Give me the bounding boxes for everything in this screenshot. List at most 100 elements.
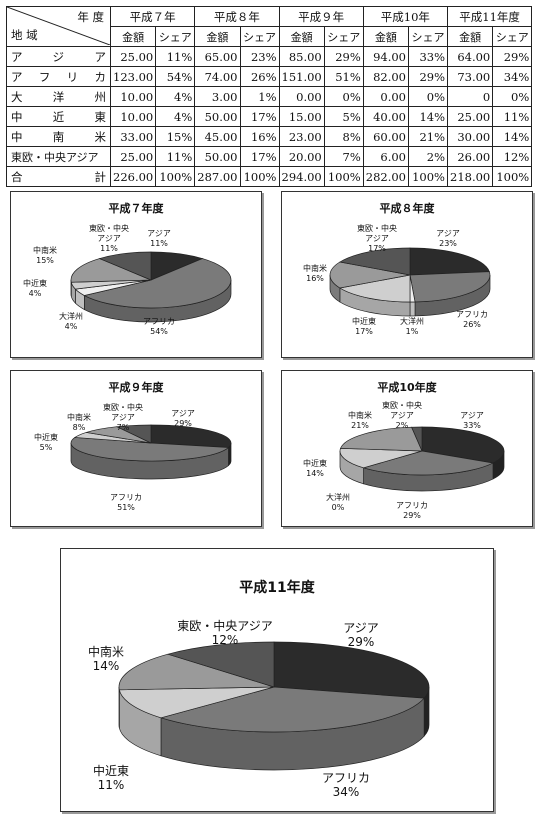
amount-cell: 23.00 bbox=[278, 126, 325, 147]
share-cell: 29% bbox=[408, 66, 448, 87]
amount-cell: 73.00 bbox=[446, 66, 494, 87]
amount-cell: 40.00 bbox=[362, 106, 410, 127]
col-share-header: シェア bbox=[155, 26, 196, 47]
share-cell: 54% bbox=[155, 66, 196, 87]
pie-slice-東欧・中央アジア bbox=[338, 247, 411, 276]
share-cell: 1% bbox=[239, 86, 280, 107]
amount-cell: 25.00 bbox=[446, 106, 494, 127]
header-diagonal bbox=[7, 7, 110, 45]
share-cell: 4% bbox=[155, 106, 196, 127]
table-header-row: 年 度 地 域 平成７年 平成８年 平成９年 平成10年 平成11年度 bbox=[6, 6, 533, 47]
share-cell: 11% bbox=[492, 106, 533, 127]
period-header: 平成11年度 bbox=[446, 6, 533, 27]
share-cell: 0% bbox=[492, 86, 533, 107]
period-header: 平成10年 bbox=[362, 6, 449, 27]
region-cell: 合 計 bbox=[6, 166, 111, 187]
slice-label: 中近東 17% bbox=[352, 317, 376, 336]
slice-label: 東欧・中央 アジア 7% bbox=[103, 403, 143, 432]
chart-title: 平成９年度 bbox=[108, 381, 164, 394]
slice-label: アジア 33% bbox=[460, 411, 484, 430]
share-cell: 23% bbox=[239, 46, 280, 67]
share-cell: 51% bbox=[323, 66, 364, 87]
amount-cell: 0.00 bbox=[362, 86, 410, 107]
chart-title: 平成10年度 bbox=[377, 381, 437, 394]
share-cell: 34% bbox=[492, 66, 533, 87]
pie-slice-アフリカ bbox=[362, 450, 495, 476]
amount-cell: 123.00 bbox=[109, 66, 157, 87]
share-cell: 100% bbox=[155, 166, 196, 187]
share-cell: 14% bbox=[492, 126, 533, 147]
chart-title: 平成11年度 bbox=[239, 580, 315, 596]
pie-slice-東欧・中央アジア bbox=[166, 641, 275, 688]
region-cell: 東欧・中央アジア bbox=[6, 146, 111, 167]
share-cell: 11% bbox=[155, 146, 196, 167]
share-cell: 7% bbox=[323, 146, 364, 167]
pie-svg bbox=[118, 641, 430, 771]
share-cell: 15% bbox=[155, 126, 196, 147]
table-row: 東欧・中央アジア 25.00 11% 50.00 17% 20.00 7% 6.00 2% 26.… bbox=[6, 146, 533, 167]
slice-label: 中近東 14% bbox=[303, 459, 327, 478]
pie-side bbox=[70, 279, 232, 323]
share-cell: 0% bbox=[408, 86, 448, 107]
pie-slice-東欧・中央アジア bbox=[98, 251, 152, 281]
amount-cell: 82.00 bbox=[362, 66, 410, 87]
col-amount-header: 金額 bbox=[194, 26, 241, 47]
col-share-header: シェア bbox=[492, 26, 533, 47]
pie-slice-アフリカ bbox=[409, 271, 491, 303]
table-row: 合 計 226.00 100% 287.00 100% 294.00 100% 282.00 1… bbox=[6, 166, 533, 187]
share-cell: 26% bbox=[239, 66, 280, 87]
pie-svg bbox=[339, 426, 505, 492]
period-header: 平成９年 bbox=[278, 6, 364, 27]
pie-slice-アフリカ bbox=[70, 437, 230, 462]
table-body: アジア 25.00 11% 65.00 23% 85.00 29% 94.00 33% 64.00… bbox=[6, 46, 533, 187]
slice-label: アフリカ 26% bbox=[456, 310, 488, 329]
amount-cell: 0 bbox=[446, 86, 494, 107]
slice-label: アジア 11% bbox=[147, 229, 171, 248]
amount-cell: 33.00 bbox=[109, 126, 157, 147]
table-row: 中南米 33.00 15% 45.00 16% 23.00 8% 60.00 21% 30.00 1… bbox=[6, 126, 533, 147]
amount-cell: 26.00 bbox=[446, 146, 494, 167]
pie-slice-アフリカ bbox=[83, 258, 232, 309]
pie-chart-h9: 平成９年度 アジア 29% アフリカ 51% 中近東 5% 中南米 8% 東欧・中央 アジ… bbox=[10, 370, 262, 527]
share-cell: 2% bbox=[408, 146, 448, 167]
share-cell: 29% bbox=[492, 46, 533, 67]
pie-chart-h11: 平成11年度 アジア 29% アフリカ 34% 中近東 11% 中南米 14% 東欧・中央… bbox=[60, 548, 494, 812]
pie-slice-アジア bbox=[150, 424, 232, 448]
region-cell: アジア bbox=[6, 46, 111, 67]
chart-title: 平成７年度 bbox=[108, 202, 164, 215]
share-cell: 14% bbox=[408, 106, 448, 127]
header-corner-cell: 年 度 地 域 bbox=[6, 6, 111, 47]
region-cell: 中近東 bbox=[6, 106, 111, 127]
pie-slice-東欧・中央アジア bbox=[115, 424, 152, 444]
slice-label: アジア 29% bbox=[343, 621, 379, 649]
pie-chart-h10: 平成10年度 アジア 33% アフリカ 29% 大洋州 0% 中近東 14% 中南米 21… bbox=[281, 370, 533, 527]
amount-cell: 25.00 bbox=[109, 46, 157, 67]
slice-label: 東欧・中央 アジア 2% bbox=[382, 401, 422, 430]
share-cell: 17% bbox=[239, 146, 280, 167]
table-row: アフリカ 123.00 54% 74.00 26% 151.00 51% 82.00 29% 73… bbox=[6, 66, 533, 87]
share-cell: 8% bbox=[323, 126, 364, 147]
pie-side bbox=[118, 686, 430, 771]
slice-label: 中近東 5% bbox=[34, 433, 58, 452]
col-amount-header: 金額 bbox=[362, 26, 410, 47]
amount-cell: 294.00 bbox=[278, 166, 325, 187]
slice-label: 東欧・中央 アジア 17% bbox=[357, 224, 397, 253]
slice-label: アジア 23% bbox=[436, 229, 460, 248]
share-cell: 0% bbox=[323, 86, 364, 107]
slice-label: 中南米 14% bbox=[87, 645, 125, 673]
period-header: 平成７年 bbox=[109, 6, 196, 27]
col-amount-header: 金額 bbox=[278, 26, 325, 47]
col-share-header: シェア bbox=[323, 26, 364, 47]
pie-slice-アジア bbox=[273, 641, 430, 699]
col-share-header: シェア bbox=[408, 26, 448, 47]
pie-slice-中南米 bbox=[340, 426, 423, 452]
pie-slice-中近東 bbox=[339, 447, 423, 469]
amount-cell: 6.00 bbox=[362, 146, 410, 167]
share-cell: 21% bbox=[408, 126, 448, 147]
pie-side bbox=[339, 450, 505, 492]
amount-cell: 30.00 bbox=[446, 126, 494, 147]
amount-cell: 226.00 bbox=[109, 166, 157, 187]
region-cell: アフリカ bbox=[6, 66, 111, 87]
col-amount-header: 金額 bbox=[109, 26, 157, 47]
region-cell: 大洋州 bbox=[6, 86, 111, 107]
